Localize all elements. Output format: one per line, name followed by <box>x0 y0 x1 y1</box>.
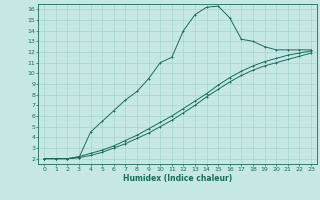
X-axis label: Humidex (Indice chaleur): Humidex (Indice chaleur) <box>123 174 232 183</box>
